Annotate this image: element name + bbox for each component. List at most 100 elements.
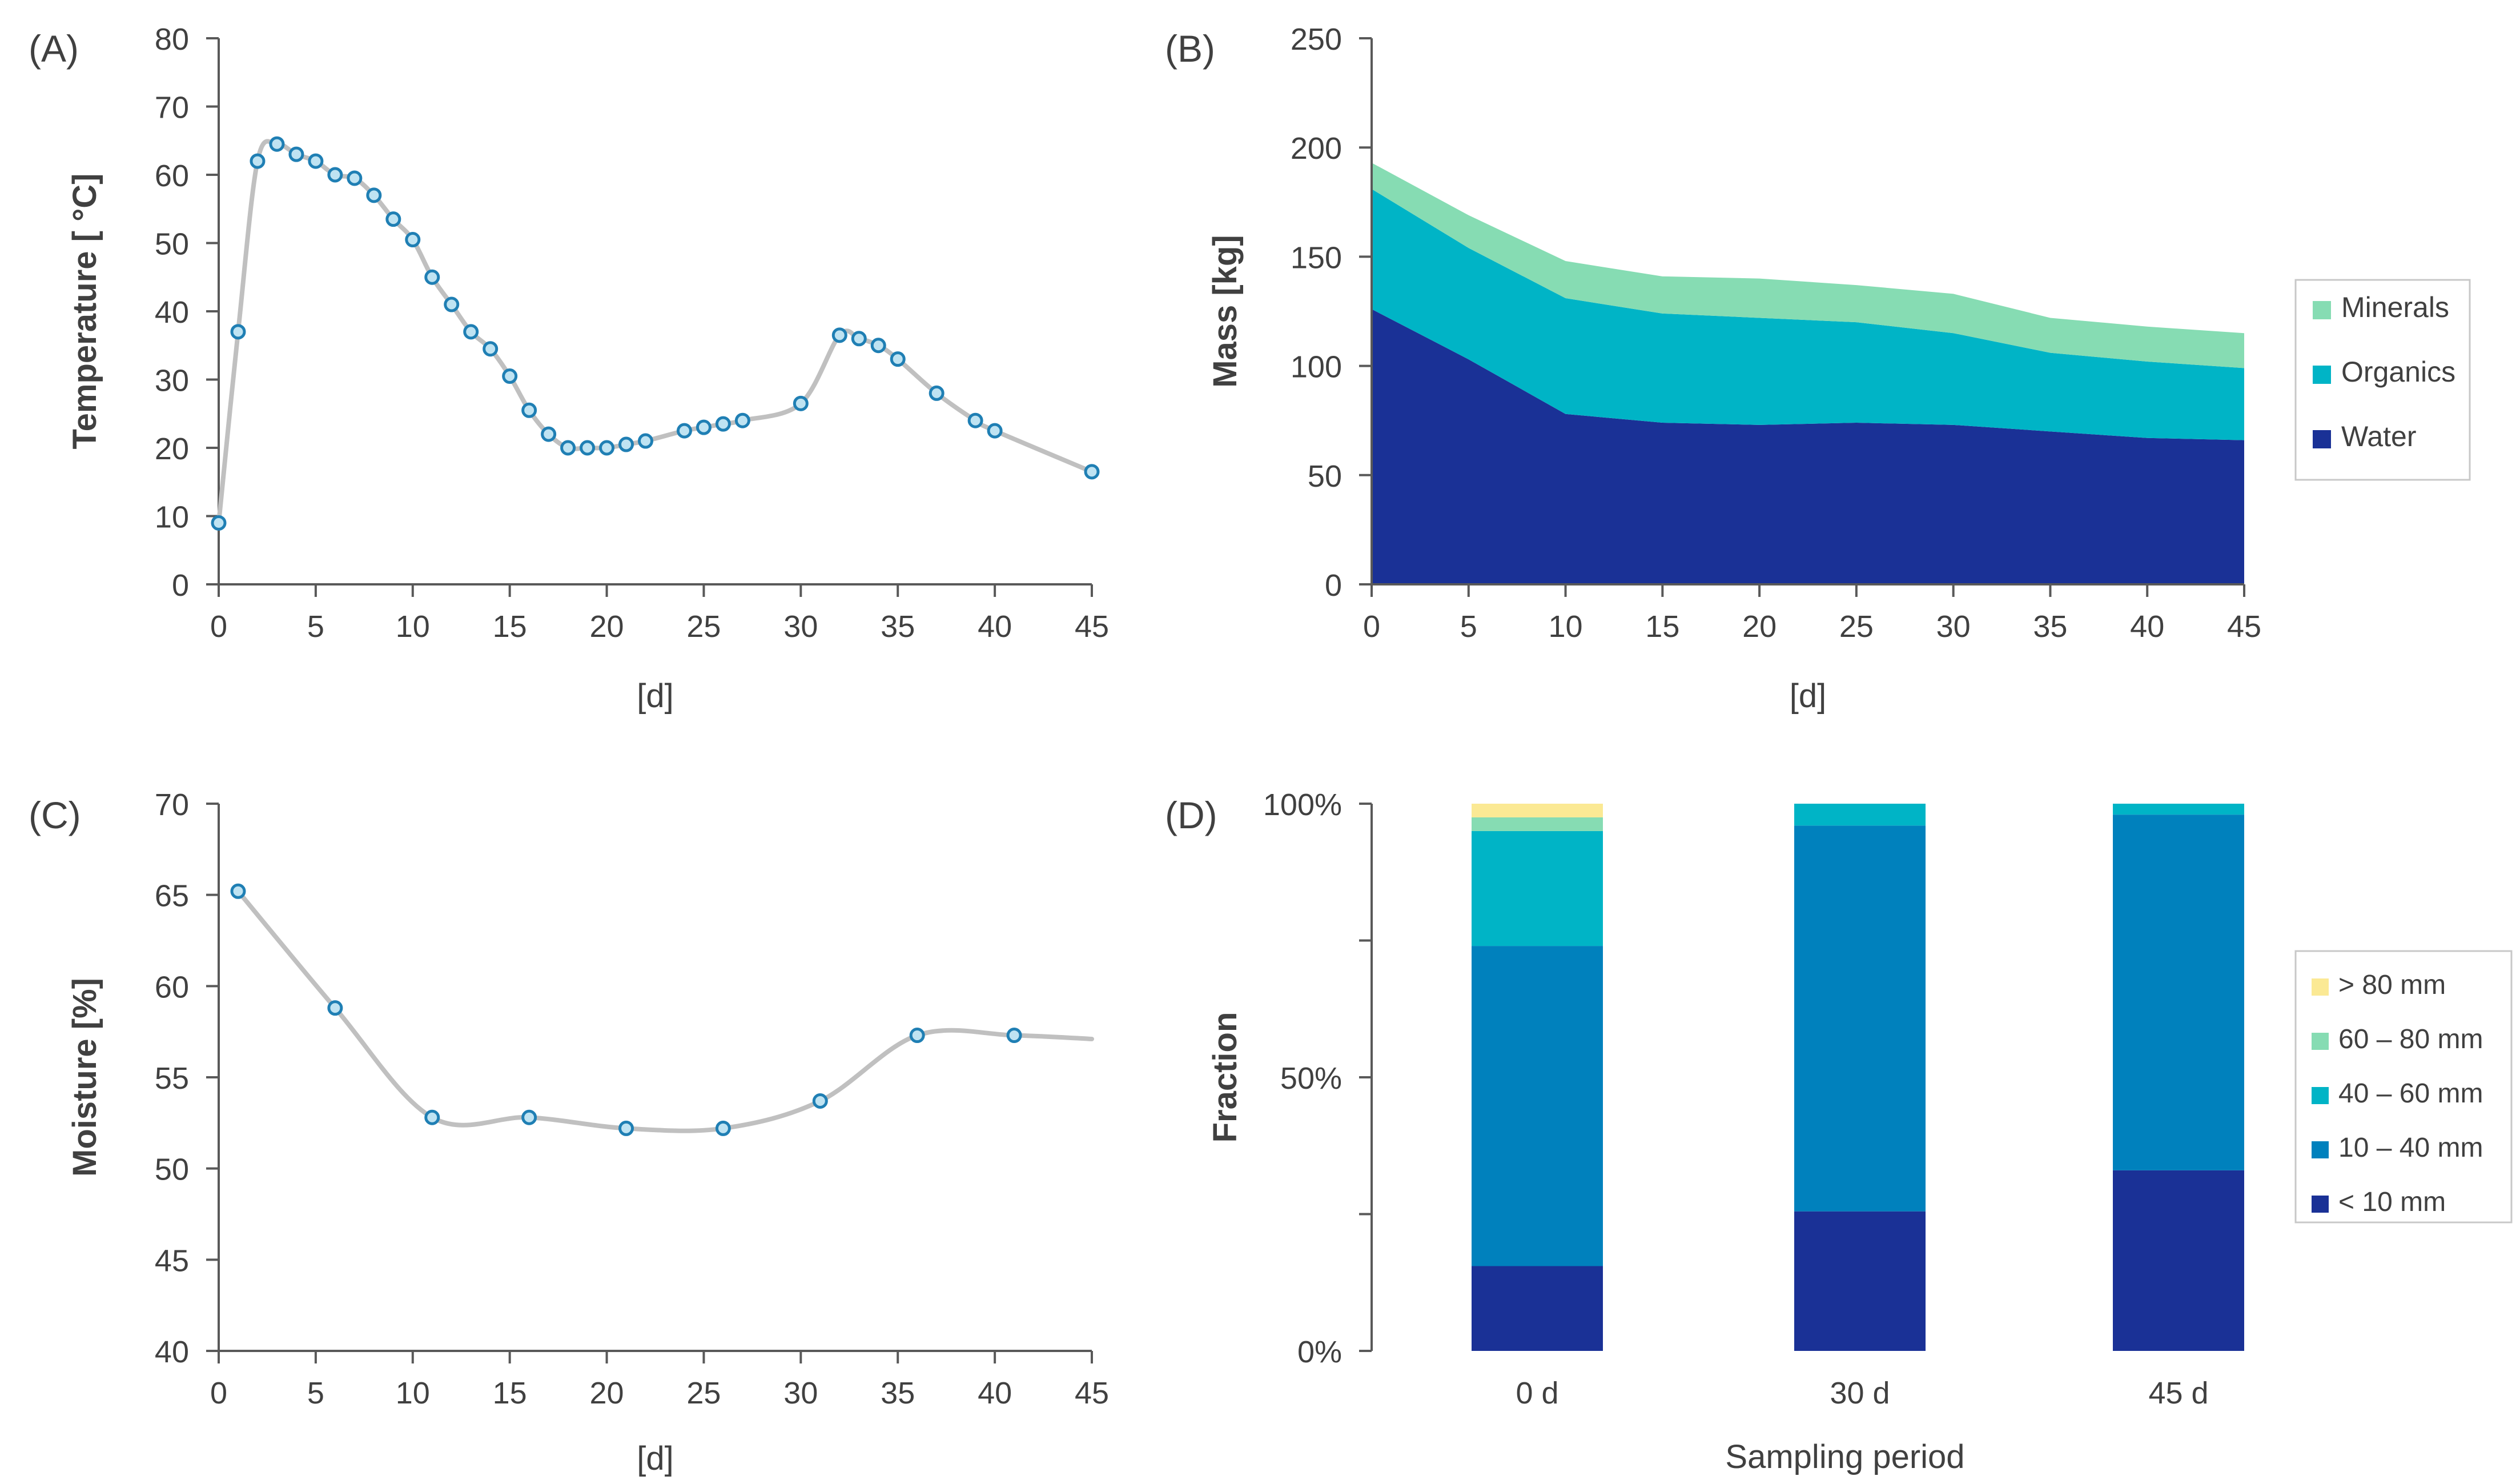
x-tick-label: 0 bbox=[1363, 609, 1380, 644]
y-tick-label: 45 bbox=[155, 1244, 189, 1278]
bar-segment bbox=[1472, 817, 1603, 831]
y-tick-label: 60 bbox=[155, 970, 189, 1004]
y-axis-title: Mass [kg] bbox=[1207, 235, 1244, 388]
y-tick-label: 65 bbox=[155, 879, 189, 913]
bar-segment bbox=[1472, 946, 1603, 1266]
y-tick-label: 50% bbox=[1280, 1061, 1342, 1096]
legend-swatch bbox=[2312, 1087, 2329, 1104]
legend-swatch bbox=[2312, 978, 2329, 996]
data-point bbox=[580, 440, 596, 456]
y-tick-label: 10 bbox=[155, 500, 189, 535]
data-point bbox=[734, 412, 750, 428]
y-tick-label: 0% bbox=[1297, 1335, 1342, 1369]
y-tick-label: 200 bbox=[1291, 131, 1342, 166]
data-point bbox=[1084, 464, 1100, 480]
data-point bbox=[521, 402, 537, 418]
legend-label: Minerals bbox=[2341, 291, 2449, 323]
x-tick-label: 10 bbox=[1549, 609, 1583, 644]
data-point bbox=[424, 1109, 440, 1125]
legend: Minerals Organics Water bbox=[2294, 279, 2471, 481]
panel-label: (C) bbox=[29, 794, 81, 836]
area-organics bbox=[1372, 188, 2244, 440]
y-tick-label: 20 bbox=[155, 432, 189, 466]
data-point bbox=[385, 211, 401, 227]
x-tick-label: 40 bbox=[978, 609, 1012, 644]
data-point bbox=[327, 1000, 343, 1016]
bar-segment bbox=[2113, 815, 2244, 1170]
x-tick-label: 0 bbox=[210, 609, 227, 644]
panel-label: (B) bbox=[1165, 27, 1215, 70]
series-line bbox=[216, 139, 1094, 526]
data-point bbox=[444, 296, 460, 312]
bar-segment bbox=[1472, 1266, 1603, 1351]
x-tick-label: 25 bbox=[1839, 609, 1874, 644]
x-tick-label: 30 bbox=[783, 1376, 818, 1410]
x-tick-label: 15 bbox=[493, 609, 527, 644]
x-tick-label: 10 bbox=[396, 609, 430, 644]
legend-swatch bbox=[2312, 1196, 2329, 1213]
category-label: 45 d bbox=[2148, 1376, 2208, 1410]
y-tick-label: 40 bbox=[155, 295, 189, 330]
chart-panel-d: (D) 0% 50% 100% Fraction 0 d 30 d 45 d Sampling … bbox=[1165, 788, 2513, 1475]
bar-segment bbox=[2113, 1170, 2244, 1351]
data-point bbox=[851, 331, 867, 347]
legend-swatch bbox=[2313, 430, 2331, 448]
x-axis-title: [d] bbox=[1790, 677, 1827, 715]
x-tick-label: 25 bbox=[686, 609, 721, 644]
x-tick-label: 30 bbox=[783, 609, 818, 644]
data-point bbox=[502, 368, 518, 384]
y-tick-label: 70 bbox=[155, 91, 189, 125]
legend-swatch bbox=[2312, 1141, 2329, 1158]
x-tick-label: 35 bbox=[2033, 609, 2067, 644]
bar-segment bbox=[1472, 804, 1603, 817]
legend-label: 60 – 80 mm bbox=[2338, 1024, 2483, 1054]
data-point bbox=[347, 170, 363, 186]
y-tick-label: 100 bbox=[1291, 350, 1342, 384]
data-point bbox=[696, 419, 712, 435]
y-tick-label: 0 bbox=[172, 568, 189, 603]
bar-segment bbox=[1794, 825, 1926, 1212]
y-tick-label: 0 bbox=[1325, 568, 1342, 603]
y-tick-label: 150 bbox=[1291, 240, 1342, 275]
y-axis-title: Fraction bbox=[1207, 1012, 1244, 1143]
x-tick-label: 5 bbox=[1460, 609, 1477, 644]
area-water bbox=[1372, 309, 2244, 584]
x-tick-label: 40 bbox=[2130, 609, 2164, 644]
data-point bbox=[599, 440, 615, 456]
data-point bbox=[230, 883, 246, 899]
y-tick-label: 55 bbox=[155, 1061, 189, 1096]
data-point bbox=[230, 324, 246, 340]
x-tick-label: 20 bbox=[590, 1376, 624, 1410]
x-tick-label: 45 bbox=[1075, 609, 1109, 644]
y-tick-label: 70 bbox=[155, 788, 189, 822]
x-tick-label: 30 bbox=[1936, 609, 1971, 644]
data-point bbox=[366, 187, 382, 203]
y-axis-title: Temperature [ °C] bbox=[66, 174, 103, 450]
data-point bbox=[308, 153, 324, 169]
data-point bbox=[831, 327, 847, 343]
y-tick-label: 100% bbox=[1263, 788, 1342, 822]
data-point bbox=[870, 338, 886, 354]
y-axis-title: Moisture [%] bbox=[66, 978, 103, 1177]
bar-segment bbox=[1794, 1211, 1926, 1351]
data-point bbox=[269, 136, 285, 152]
data-point bbox=[250, 153, 266, 169]
legend-label: < 10 mm bbox=[2338, 1187, 2446, 1217]
data-point bbox=[793, 395, 809, 411]
x-tick-label: 45 bbox=[2227, 609, 2261, 644]
x-tick-label: 40 bbox=[978, 1376, 1012, 1410]
legend-label: 10 – 40 mm bbox=[2338, 1133, 2483, 1163]
data-point bbox=[327, 167, 343, 183]
x-tick-label: 45 bbox=[1075, 1376, 1109, 1410]
legend: > 80 mm 60 – 80 mm 40 – 60 mm 10 – 40 mm < 1… bbox=[2294, 950, 2513, 1224]
x-axis-title: [d] bbox=[637, 1440, 674, 1477]
y-tick-label: 50 bbox=[155, 1153, 189, 1187]
data-point bbox=[967, 412, 983, 428]
data-point bbox=[812, 1093, 828, 1109]
x-axis-title: [d] bbox=[637, 677, 674, 715]
x-tick-label: 5 bbox=[307, 1376, 324, 1410]
data-point bbox=[521, 1109, 537, 1125]
legend-box bbox=[2294, 950, 2513, 1224]
x-tick-label: 15 bbox=[1645, 609, 1679, 644]
data-point bbox=[909, 1028, 925, 1044]
